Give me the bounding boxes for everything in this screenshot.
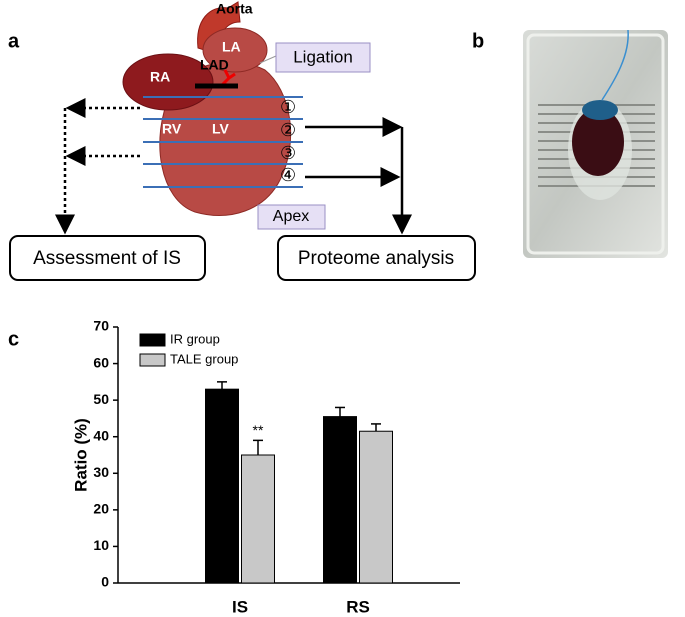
- assessment-box: [9, 235, 206, 281]
- assessment-label: Assessment of IS: [33, 248, 181, 269]
- lad-label: LAD: [200, 57, 229, 73]
- legend-label: IR group: [170, 331, 220, 346]
- bar: [323, 416, 357, 584]
- photo: [523, 29, 668, 258]
- y-axis-label: Ratio (%): [71, 418, 90, 492]
- bar: [359, 430, 393, 584]
- slice-number: ④: [280, 165, 296, 185]
- lv-label: LV: [212, 121, 230, 137]
- la-label: LA: [222, 39, 241, 55]
- legend-label: TALE group: [170, 351, 238, 366]
- y-tick-label: 30: [93, 464, 109, 480]
- apex-box: [257, 204, 326, 230]
- slice-lines: [143, 96, 303, 188]
- bar: [205, 388, 239, 584]
- ligation-label: Ligation: [293, 47, 353, 66]
- apex-label: Apex: [273, 208, 309, 225]
- x-tick-label: IS: [232, 597, 248, 616]
- y-tick-label: 70: [93, 318, 109, 334]
- y-tick-label: 10: [93, 537, 109, 553]
- y-tick-label: 40: [93, 427, 109, 443]
- slice-number: ①: [280, 97, 296, 117]
- y-tick-label: 20: [93, 501, 109, 517]
- legend-swatch: [139, 353, 166, 367]
- annotation: **: [253, 422, 264, 438]
- arrows: [55, 98, 412, 235]
- y-tick-label: 60: [93, 354, 109, 370]
- bar: [241, 454, 275, 584]
- panel-label: c: [8, 328, 19, 350]
- ra-label: RA: [150, 69, 170, 85]
- y-tick-label: 0: [101, 574, 109, 590]
- panel-label: b: [472, 30, 484, 52]
- pointer: [259, 55, 277, 64]
- legend-swatch: [139, 333, 166, 347]
- x-tick-label: RS: [346, 597, 370, 616]
- panel-label: a: [8, 30, 20, 52]
- proteome-box: [277, 235, 476, 281]
- ligation-box: [275, 42, 371, 73]
- aorta-label: Aorta: [216, 1, 253, 17]
- y-tick-label: 50: [93, 391, 109, 407]
- slice-number: ③: [280, 143, 296, 163]
- heart: [122, 1, 292, 216]
- proteome-label: Proteome analysis: [298, 248, 454, 269]
- rv-label: RV: [162, 121, 182, 137]
- slice-number: ②: [280, 120, 296, 140]
